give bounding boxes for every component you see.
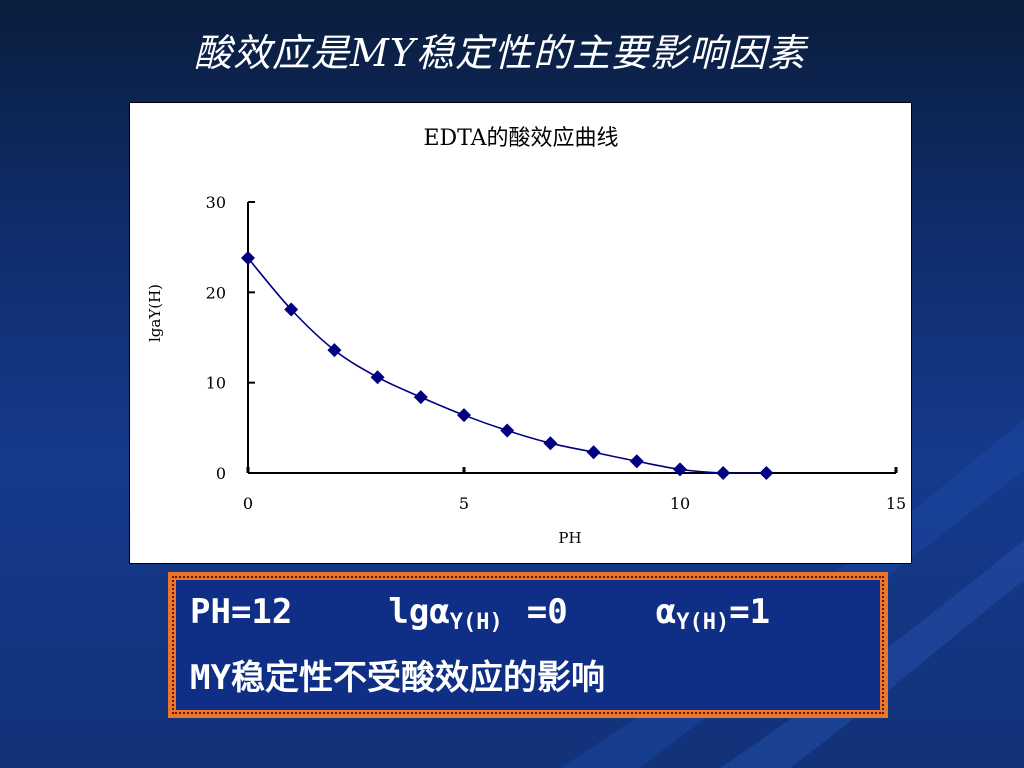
x-axis-label: PH (558, 529, 581, 547)
data-point-marker (759, 466, 774, 480)
x-tick-label: 10 (670, 494, 690, 513)
data-point-marker (543, 436, 558, 451)
series-line (247, 257, 767, 475)
chart-panel: EDTA的酸效应曲线 0 10 20 30 0 5 10 15 PH lgaY(H) (129, 102, 912, 564)
data-point-marker (673, 462, 687, 477)
note-line-2: MY稳定性不受酸效应的影响 (190, 658, 605, 698)
data-point-marker (284, 302, 299, 317)
data-point-marker (370, 370, 385, 385)
y-tick-label: 20 (206, 283, 226, 302)
note-line-1: PH=12 lgαY(H) =0 αY(H)=1 (190, 592, 770, 635)
alpha-subscript: Y(H) (676, 610, 730, 635)
data-point-marker (457, 408, 471, 423)
data-point-marker (629, 454, 644, 469)
chart-title: EDTA的酸效应曲线 (423, 126, 618, 151)
x-tick-label: 0 (243, 494, 253, 513)
data-point-marker (241, 251, 255, 266)
x-tick-label: 5 (459, 494, 469, 513)
slide-title: 酸效应是MY稳定性的主要影响因素 (194, 31, 806, 75)
note-ph-value: PH=12 (190, 592, 293, 632)
x-tick-label: 15 (886, 494, 906, 513)
note-lg-value: =0 (526, 592, 568, 632)
alpha-subscript: Y(H) (449, 610, 503, 635)
note-box: PH=12 lgαY(H) =0 αY(H)=1 MY稳定性不受酸效应的影响 (168, 572, 888, 718)
y-tick-label: 10 (206, 374, 226, 393)
data-point-marker (327, 343, 342, 358)
y-tick-label: 0 (216, 464, 226, 483)
alpha-symbol: α (429, 592, 450, 632)
data-point-marker (500, 423, 515, 438)
data-point-marker (413, 390, 428, 405)
note-alpha-value: =1 (729, 592, 771, 632)
data-point-marker (586, 445, 601, 460)
y-tick-label: 30 (206, 193, 226, 212)
acid-effect-chart: EDTA的酸效应曲线 0 10 20 30 0 5 10 15 PH lgaY(H) (146, 126, 906, 547)
data-point-marker (716, 466, 731, 480)
y-axis-label: lgaY(H) (146, 284, 164, 342)
alpha-symbol: α (655, 592, 677, 632)
note-lg-text: lg (388, 592, 430, 632)
